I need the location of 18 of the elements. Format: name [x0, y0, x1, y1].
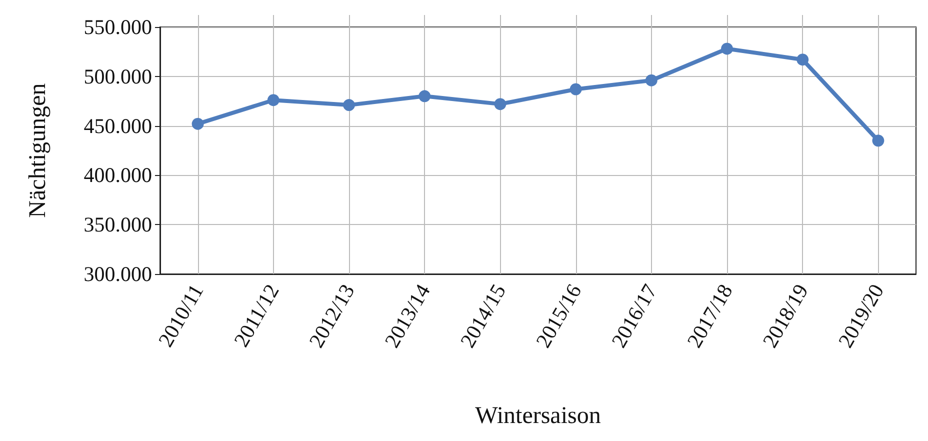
y-tick-label: 400.000: [84, 163, 152, 188]
x-axis-title: Wintersaison: [475, 403, 601, 429]
point: [570, 83, 582, 96]
y-tick-label: 550.000: [84, 15, 152, 39]
y-tick-label: 300.000: [84, 262, 152, 286]
point: [418, 90, 431, 102]
point: [645, 74, 658, 86]
point: [267, 94, 280, 106]
point: [872, 134, 884, 147]
y-tick-label: 350.000: [84, 212, 152, 237]
point: [343, 99, 355, 112]
point: [796, 54, 809, 66]
point: [721, 42, 733, 55]
y-axis-title: Nächtigungen: [25, 83, 51, 218]
point: [494, 98, 506, 110]
y-tick-label: 450.000: [84, 114, 152, 138]
y-tick-label: 500.000: [84, 64, 152, 88]
point: [192, 118, 204, 130]
